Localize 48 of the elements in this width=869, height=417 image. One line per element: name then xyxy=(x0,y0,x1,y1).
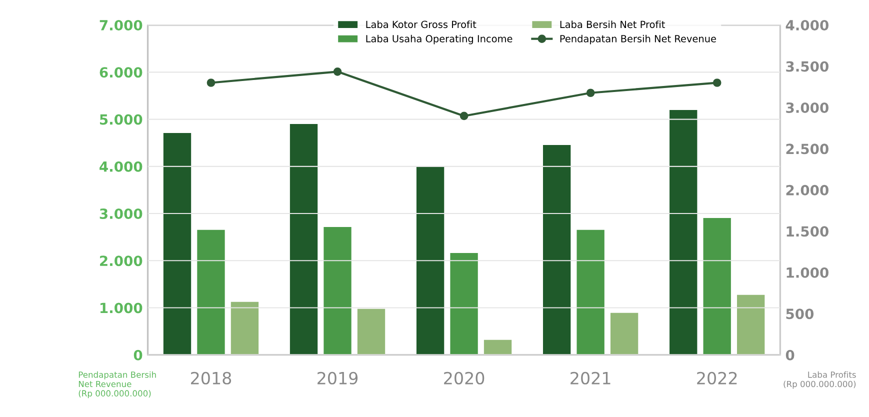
bar xyxy=(450,252,478,355)
legend-label: Laba Usaha Operating Income xyxy=(366,34,512,44)
y-tick-label: 3.000 xyxy=(100,208,142,219)
x-tick-label: 2022 xyxy=(697,372,737,384)
y2-tick-label: 4.000 xyxy=(786,20,828,30)
x-tick-label: 2019 xyxy=(318,372,358,384)
x-tick-label: 2018 xyxy=(191,372,232,384)
bar xyxy=(290,124,318,355)
bar xyxy=(324,227,352,355)
y2-tick-label: 3.500 xyxy=(786,61,828,72)
bar xyxy=(416,166,444,355)
bar xyxy=(484,340,512,355)
bar xyxy=(703,218,731,355)
x-tick-label: 2021 xyxy=(570,372,610,384)
bar xyxy=(610,312,638,355)
y2-tick-label: 3.000 xyxy=(786,102,828,113)
legend-label: Pendapatan Bersih Net Revenue xyxy=(560,34,716,44)
bar xyxy=(737,294,765,355)
y-axis-title: Pendapatan Bersih Net Revenue (Rp 000.000.000) xyxy=(78,371,156,398)
y2-tick-label: 1.500 xyxy=(786,226,828,237)
bar xyxy=(163,133,192,355)
y-tick-label: 5.000 xyxy=(100,114,142,125)
y-tick-label: 4.000 xyxy=(100,161,142,172)
point xyxy=(586,88,595,98)
bar xyxy=(197,230,225,355)
y-tick-label: 1.000 xyxy=(100,302,142,314)
y2-tick-label: 0 xyxy=(786,350,794,360)
point xyxy=(460,112,468,120)
bar xyxy=(230,302,259,355)
bar xyxy=(670,110,698,355)
point xyxy=(333,68,342,76)
y-tick-label: 7.000 xyxy=(100,20,142,30)
y2-axis-title: Laba Profits (Rp 000.000.000) xyxy=(784,371,856,389)
y-tick-label: 0 xyxy=(134,350,142,360)
y2-tick-label: 500 xyxy=(786,308,814,320)
bar xyxy=(357,308,386,355)
legend-label: Laba Kotor Gross Profit xyxy=(366,20,476,28)
y2-tick-label: 1.000 xyxy=(786,267,828,278)
point xyxy=(206,78,216,87)
y2-tick-label: 2.000 xyxy=(786,184,828,196)
y-tick-label: 6.000 xyxy=(100,67,142,78)
x-tick-label: 2020 xyxy=(444,372,484,384)
legend-label: Laba Bersih Net Profit xyxy=(560,20,665,28)
bar xyxy=(543,145,571,355)
point xyxy=(712,78,722,87)
bar xyxy=(576,230,604,355)
y-tick-label: 2.000 xyxy=(100,256,142,266)
y2-tick-label: 2.500 xyxy=(786,144,828,154)
